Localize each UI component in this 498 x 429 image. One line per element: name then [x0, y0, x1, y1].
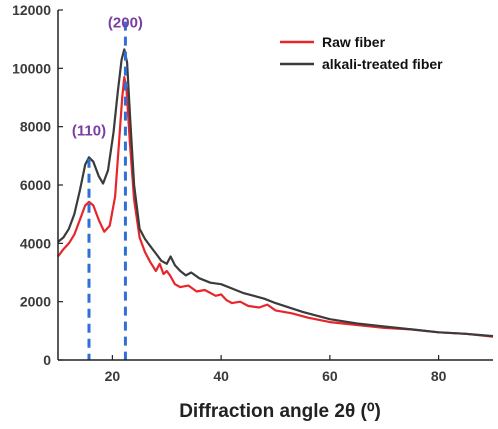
x-tick-label: 60 — [322, 368, 338, 384]
plot-lines — [57, 48, 494, 338]
y-tick-label: 0 — [43, 352, 51, 368]
y-tick-label: 4000 — [20, 235, 51, 251]
y-tick-label: 8000 — [20, 119, 51, 135]
x-tick-label: 20 — [105, 368, 121, 384]
axes — [57, 9, 493, 361]
tick-labels: 0 2000 4000 6000 8000 10000 12000 20 40 60 80 — [12, 2, 447, 384]
series-line-0 — [57, 76, 494, 338]
peak-label-0: (110) — [72, 122, 106, 139]
y-tick-label: 10000 — [12, 60, 51, 76]
peak-annotations: (110) (200) — [72, 15, 143, 140]
peak-label-1: (200) — [108, 15, 143, 32]
legend-label-0: Raw fiber — [322, 34, 386, 50]
x-tick-label: 80 — [431, 368, 447, 384]
y-tick-label: 6000 — [20, 177, 51, 193]
y-tick-label: 12000 — [12, 2, 51, 18]
x-axis-title: Diffraction angle 2θ (⁰) — [179, 401, 381, 422]
legend: Raw fiber alkali-treated fiber — [280, 34, 443, 72]
series-line-1 — [57, 48, 494, 338]
reference-lines — [87, 21, 127, 360]
y-tick-label: 2000 — [20, 294, 51, 310]
x-tick-label: 40 — [213, 368, 229, 384]
legend-label-1: alkali-treated fiber — [322, 56, 443, 72]
